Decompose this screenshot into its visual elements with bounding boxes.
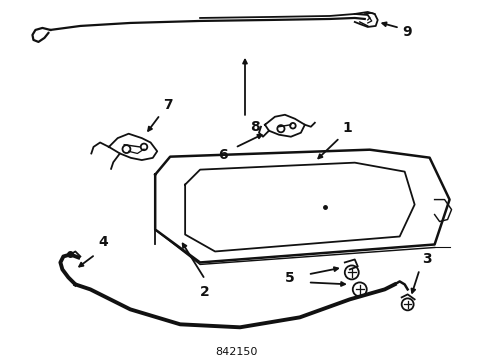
Text: 9: 9 (403, 25, 412, 39)
Text: 5: 5 (285, 271, 295, 285)
Text: 842150: 842150 (215, 347, 257, 357)
Text: 1: 1 (343, 121, 352, 135)
Text: 7: 7 (163, 98, 173, 112)
Text: 3: 3 (421, 252, 431, 266)
Text: 6: 6 (218, 148, 228, 162)
Text: 2: 2 (200, 285, 210, 300)
Text: 8: 8 (250, 120, 260, 134)
Text: 4: 4 (98, 235, 108, 249)
